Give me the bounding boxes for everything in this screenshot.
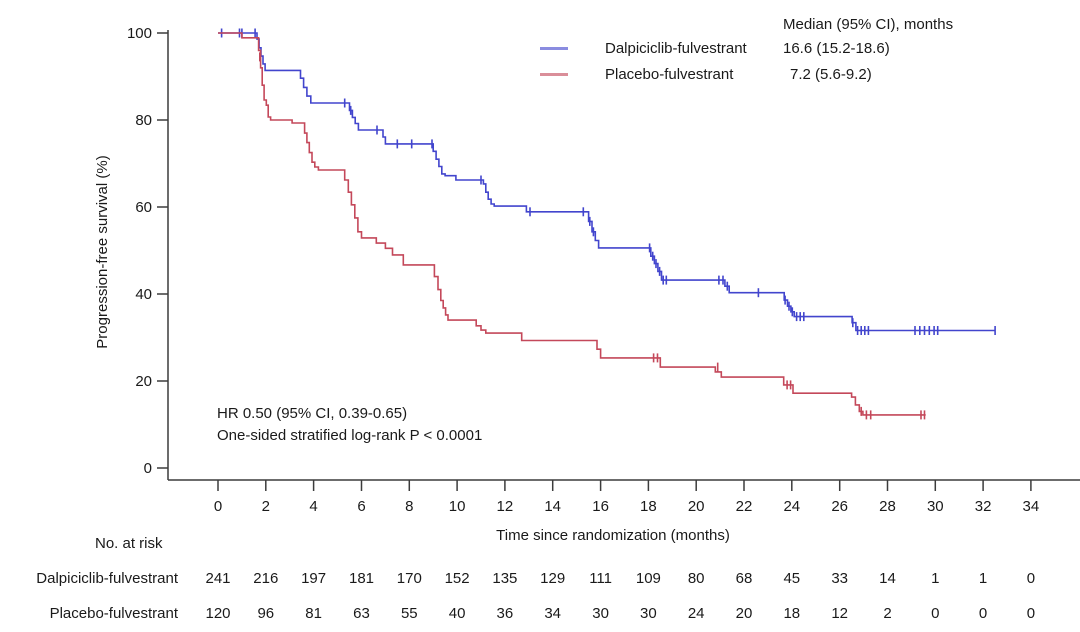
risk-count: 120 <box>205 605 231 622</box>
x-tick-label: 10 <box>449 498 466 515</box>
risk-count: 20 <box>735 605 753 622</box>
risk-count: 111 <box>589 570 612 587</box>
y-tick-labels: 0 20 40 60 80 100 <box>127 25 152 477</box>
censor-marks-0 <box>220 28 996 335</box>
risk-count: 63 <box>353 605 370 622</box>
risk-count: 170 <box>396 570 422 587</box>
y-tick-label: 20 <box>135 373 152 390</box>
x-tick-label: 28 <box>879 498 896 515</box>
risk-count: 109 <box>635 570 661 587</box>
x-tick-label: 8 <box>405 498 413 515</box>
risk-count: 34 <box>544 605 562 622</box>
legend-label-placebo: Placebo-fulvestrant <box>605 66 734 83</box>
y-tick-label: 80 <box>135 112 152 129</box>
risk-count: 45 <box>783 570 801 587</box>
legend-median-dalpiciclib: 16.6 (15.2-18.6) <box>783 40 890 57</box>
legend-median-placebo: 7.2 (5.6-9.2) <box>790 66 872 83</box>
x-tick-label: 16 <box>592 498 609 515</box>
risk-count: 129 <box>540 570 566 587</box>
risk-count: 55 <box>400 605 418 622</box>
hr-annotation-line2: One-sided stratified log-rank P < 0.0001 <box>217 427 483 444</box>
risk-count: 0 <box>1026 605 1036 622</box>
risk-count: 18 <box>783 605 801 622</box>
risk-count: 197 <box>301 570 327 587</box>
risk-count: 36 <box>496 605 514 622</box>
y-tick-label: 60 <box>135 199 152 216</box>
risk-count: 14 <box>879 570 896 587</box>
risk-count: 1 <box>931 570 940 587</box>
risk-count: 181 <box>348 570 375 587</box>
x-tick-label: 26 <box>831 498 848 515</box>
risk-count: 0 <box>1026 570 1036 587</box>
risk-count: 81 <box>305 605 322 622</box>
risk-count: 135 <box>492 570 518 587</box>
x-tick-label: 14 <box>544 498 561 515</box>
risk-count: 216 <box>253 570 279 587</box>
risk-count: 30 <box>592 605 609 622</box>
risk-table-title: No. at risk <box>95 535 163 552</box>
risk-count: 96 <box>257 605 275 622</box>
risk-count: 68 <box>735 570 753 587</box>
risk-count: 2 <box>883 605 892 622</box>
legend-label-dalpiciclib: Dalpiciclib-fulvestrant <box>605 40 747 57</box>
x-tick-label: 18 <box>640 498 657 515</box>
y-tick-label: 40 <box>135 286 152 303</box>
x-tick-label: 0 <box>214 498 222 515</box>
risk-row-label-dalpiciclib: Dalpiciclib-fulvestrant <box>36 570 178 587</box>
risk-row-label-placebo: Placebo-fulvestrant <box>49 605 178 622</box>
risk-count: 24 <box>687 605 705 622</box>
risk-count: 30 <box>640 605 657 622</box>
risk-count: 152 <box>444 570 470 587</box>
y-axis-title: Progression-free survival (%) <box>94 155 111 349</box>
x-tick-label: 12 <box>497 498 514 515</box>
survival-curve-1 <box>218 32 926 416</box>
x-tick-label: 32 <box>975 498 992 515</box>
y-tick-label: 100 <box>127 25 152 42</box>
x-tick-label: 22 <box>736 498 753 515</box>
legend-median-header: Median (95% CI), months <box>783 16 954 33</box>
x-tick-label: 4 <box>309 498 317 515</box>
legend-line-dalpiciclib <box>540 47 568 50</box>
risk-count: 12 <box>831 605 849 622</box>
risk-count: 33 <box>831 570 849 587</box>
x-tick-label: 2 <box>262 498 270 515</box>
risk-count: 1 <box>978 570 988 587</box>
x-axis-title: Time since randomization (months) <box>496 527 730 544</box>
x-tick-label: 34 <box>1023 498 1040 515</box>
axes <box>157 30 1080 491</box>
legend-line-placebo <box>540 73 568 76</box>
y-tick-label: 0 <box>144 460 152 477</box>
risk-count: 40 <box>448 605 466 622</box>
x-tick-label: 30 <box>927 498 944 515</box>
x-tick-label: 6 <box>357 498 365 515</box>
hr-annotation-line1: HR 0.50 (95% CI, 0.39-0.65) <box>217 405 408 422</box>
censor-marks-1 <box>258 52 926 420</box>
risk-count: 241 <box>205 570 231 587</box>
risk-count: 0 <box>978 605 988 622</box>
x-tick-labels: 0 2 4 6 8 10 12 14 16 18 20 22 24 26 28 30 32 34 <box>214 498 1039 515</box>
x-tick-label: 20 <box>688 498 705 515</box>
risk-count: 80 <box>687 570 705 587</box>
risk-count: 0 <box>931 605 940 622</box>
x-tick-label: 24 <box>783 498 800 515</box>
